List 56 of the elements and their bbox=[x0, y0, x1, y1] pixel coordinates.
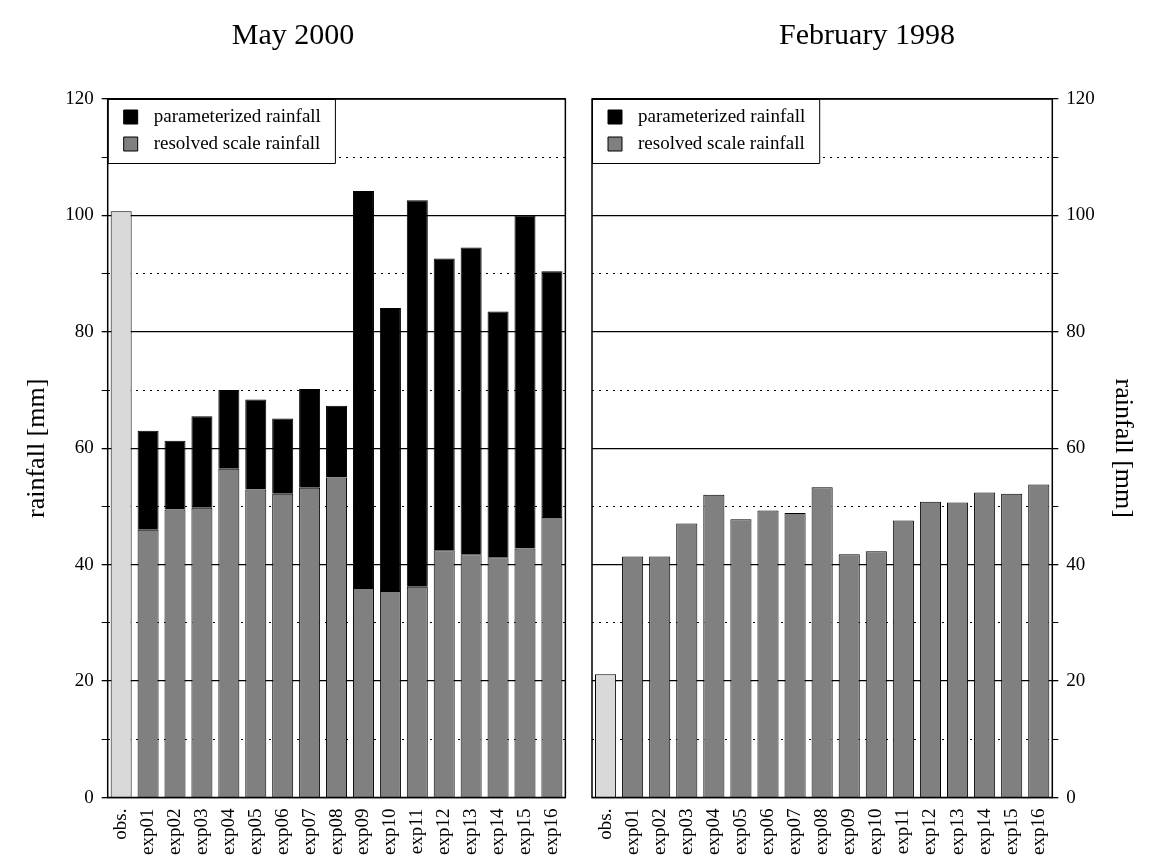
legend-label: parameterized rainfall bbox=[638, 104, 806, 126]
y2-tick-label: 100 bbox=[1066, 203, 1095, 225]
legend-label: resolved scale rainfall bbox=[638, 131, 805, 153]
x-tick-label: exp08 bbox=[324, 808, 346, 855]
x-tick-label: exp02 bbox=[162, 808, 184, 855]
x-tick-label: exp15 bbox=[999, 808, 1021, 855]
x-tick-label: exp03 bbox=[674, 808, 696, 855]
x-tick-label: exp13 bbox=[459, 808, 481, 855]
x-tick-label: exp16 bbox=[539, 808, 561, 855]
x-tick-label: exp09 bbox=[351, 808, 373, 855]
y-tick-label: 20 bbox=[74, 669, 94, 691]
y-tick-label: 60 bbox=[74, 436, 94, 458]
y-tick-label: 0 bbox=[84, 785, 94, 807]
x-tick-label: exp11 bbox=[891, 808, 913, 855]
legend-label: parameterized rainfall bbox=[153, 104, 321, 126]
x-tick-label: exp16 bbox=[1026, 808, 1048, 855]
y2-tick-label: 120 bbox=[1066, 86, 1095, 108]
x-tick-label: exp14 bbox=[486, 808, 508, 855]
y2-tick-label: 80 bbox=[1066, 319, 1086, 341]
x-tick-label: exp05 bbox=[728, 808, 750, 855]
x-tick-label: exp13 bbox=[945, 808, 967, 855]
x-tick-label: obs. bbox=[109, 808, 131, 840]
chart-title: May 2000 bbox=[231, 16, 355, 50]
x-tick-label: exp14 bbox=[972, 808, 994, 855]
y-tick-label: 40 bbox=[74, 552, 94, 574]
x-tick-label: exp06 bbox=[755, 808, 777, 855]
x-tick-label: exp01 bbox=[620, 808, 642, 855]
x-tick-label: exp08 bbox=[810, 808, 832, 855]
x-tick-label: exp07 bbox=[297, 808, 319, 855]
x-tick-label: exp10 bbox=[378, 808, 400, 855]
y2-axis-title: rainfall [mm] bbox=[1109, 378, 1139, 518]
x-tick-label: exp12 bbox=[918, 808, 940, 855]
x-tick-label: exp12 bbox=[432, 808, 454, 855]
legend-label: resolved scale rainfall bbox=[153, 131, 321, 153]
x-tick-label: exp07 bbox=[783, 808, 805, 855]
chart-title: February 1998 bbox=[779, 16, 955, 50]
x-tick-label: exp05 bbox=[243, 808, 265, 855]
x-tick-label: exp15 bbox=[512, 808, 534, 855]
y-tick-label: 100 bbox=[65, 203, 94, 225]
x-tick-label: exp01 bbox=[136, 808, 158, 855]
y2-tick-label: 60 bbox=[1066, 436, 1086, 458]
x-tick-label: exp06 bbox=[270, 808, 292, 855]
y-tick-label: 80 bbox=[74, 319, 94, 341]
x-tick-label: exp04 bbox=[216, 808, 238, 855]
x-tick-label: exp03 bbox=[189, 808, 211, 855]
y2-tick-label: 20 bbox=[1066, 669, 1086, 691]
x-tick-label: exp10 bbox=[864, 808, 886, 855]
x-tick-label: obs. bbox=[593, 808, 615, 840]
y2-tick-label: 40 bbox=[1066, 552, 1086, 574]
y-tick-label: 120 bbox=[65, 86, 94, 108]
y2-tick-label: 0 bbox=[1066, 785, 1076, 807]
x-tick-label: exp04 bbox=[701, 808, 723, 855]
x-tick-label: exp02 bbox=[647, 808, 669, 855]
y-axis-title: rainfall [mm] bbox=[21, 378, 51, 518]
x-tick-label: exp11 bbox=[405, 808, 427, 855]
x-tick-label: exp09 bbox=[837, 808, 859, 855]
